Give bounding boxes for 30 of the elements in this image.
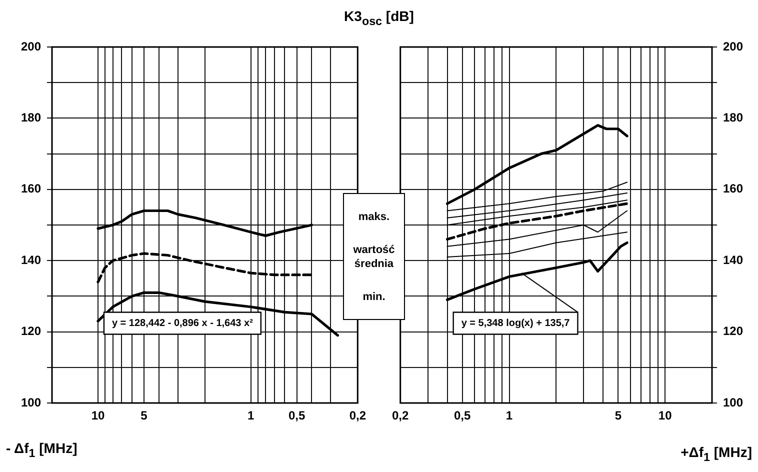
x-tick-label: 1 bbox=[247, 408, 254, 423]
x-tick-label: 5 bbox=[140, 408, 148, 423]
text: min. bbox=[362, 290, 386, 304]
y-tick-label: 160 bbox=[723, 182, 744, 196]
x-tick-label: 10 bbox=[91, 408, 105, 423]
x-tick-label: 1 bbox=[506, 408, 513, 423]
x-tick-label: 0,2 bbox=[349, 408, 366, 423]
y-tick-label: 160 bbox=[20, 182, 42, 196]
y-tick-label: 100 bbox=[20, 395, 42, 410]
y-tick-label: 200 bbox=[20, 39, 42, 54]
y-tick-label: 180 bbox=[723, 110, 744, 125]
annotation: wartość średnia bbox=[352, 242, 396, 270]
text: maks. bbox=[358, 210, 390, 224]
x-tick-label: 0,2 bbox=[392, 408, 410, 423]
x-tick-label: 5 bbox=[614, 408, 622, 423]
y-tick-label: 120 bbox=[20, 324, 42, 338]
x-axis-title: - Δf$_{1}$ [MHz] bbox=[6, 440, 78, 460]
y-tick-label: 140 bbox=[723, 252, 744, 267]
x-tick-label: 0,5 bbox=[454, 408, 472, 423]
x-axis-title: +Δf$_{1}$ [MHz] bbox=[680, 444, 752, 464]
annotation: y = 5,348 log(x) + 135,7 bbox=[461, 318, 570, 329]
y-tick-label: 120 bbox=[723, 324, 744, 338]
annotation: y = 128,442 - 0,896 x - 1,643 x² bbox=[112, 318, 254, 329]
y-tick-label: 180 bbox=[20, 110, 42, 125]
x-tick-label: 0,5 bbox=[288, 408, 306, 423]
chart-title: K3$_{osc}$ [dB] bbox=[343, 8, 415, 28]
y-tick-label: 140 bbox=[20, 252, 42, 267]
y-tick-label: 100 bbox=[723, 395, 744, 410]
x-tick-label: 10 bbox=[658, 408, 672, 423]
y-tick-label: 200 bbox=[723, 39, 744, 54]
